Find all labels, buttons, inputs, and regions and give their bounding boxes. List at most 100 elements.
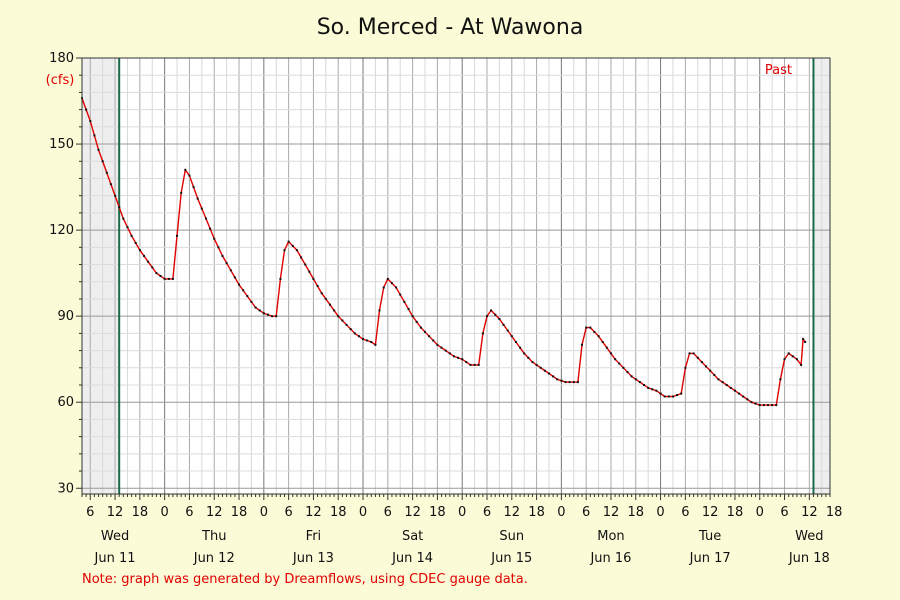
past-label: Past <box>765 63 792 78</box>
data-point <box>411 315 414 318</box>
data-point <box>424 330 426 333</box>
data-point <box>147 260 150 263</box>
x-tick-label: 0 <box>359 505 367 520</box>
data-point <box>283 249 286 252</box>
data-point <box>184 168 187 171</box>
data-point <box>506 329 509 332</box>
data-point <box>254 306 257 309</box>
data-point <box>403 300 406 303</box>
day-date-label: Jun 18 <box>788 551 830 566</box>
data-point <box>802 338 805 341</box>
data-point <box>543 369 546 372</box>
chart-title: So. Merced - At Wawona <box>317 15 584 40</box>
footnote: Note: graph was generated by Dreamflows,… <box>82 572 528 587</box>
data-point <box>597 335 600 338</box>
data-point <box>221 254 224 257</box>
data-point <box>593 330 596 333</box>
data-point <box>787 352 790 355</box>
data-point <box>647 386 650 389</box>
data-point <box>734 389 736 392</box>
data-point <box>684 366 687 369</box>
x-tick-label: 0 <box>458 505 466 520</box>
x-tick-label: 0 <box>260 505 268 520</box>
data-point <box>374 343 377 346</box>
data-point <box>758 404 761 407</box>
data-point <box>622 366 625 369</box>
data-point <box>188 174 191 177</box>
data-point <box>519 346 522 349</box>
x-tick-label: 18 <box>528 505 545 520</box>
data-point <box>738 392 741 395</box>
data-point <box>308 270 311 273</box>
data-point <box>114 194 117 197</box>
data-point <box>382 286 385 289</box>
data-point <box>176 234 178 237</box>
data-point <box>688 352 691 355</box>
y-unit-label: (cfs) <box>46 73 75 88</box>
data-point <box>762 404 765 407</box>
data-point <box>134 242 137 244</box>
data-point <box>155 272 158 275</box>
x-tick-label: 18 <box>727 505 744 520</box>
data-point <box>415 320 418 323</box>
day-date-label: Jun 12 <box>193 551 235 566</box>
data-point <box>514 341 517 343</box>
x-tick-label: 0 <box>756 505 764 520</box>
data-point <box>630 375 633 378</box>
data-point <box>329 303 331 306</box>
x-tick-label: 6 <box>681 505 689 520</box>
y-tick-label: 120 <box>49 223 74 238</box>
x-tick-label: 12 <box>206 505 223 520</box>
data-point <box>465 361 468 364</box>
data-point <box>680 392 683 395</box>
data-point <box>709 369 712 372</box>
data-point <box>742 395 745 398</box>
x-tick-labels: 6 12 18 0 6 12 18 0 6 12 18 0 6 12 18 0 6 12 18 0 6 12 18 0 6 12 1… <box>86 505 842 520</box>
day-name-label: Mon <box>597 529 624 544</box>
data-point <box>362 338 364 341</box>
data-point <box>659 392 662 395</box>
x-tick-label: 6 <box>185 505 193 520</box>
marker-lines <box>118 58 815 494</box>
x-tick-label: 12 <box>504 505 521 520</box>
data-point <box>320 292 323 295</box>
y-tick-label: 90 <box>57 309 74 324</box>
data-point <box>663 395 666 398</box>
data-point <box>316 285 319 287</box>
x-tick-label: 0 <box>557 505 565 520</box>
data-point <box>138 249 141 252</box>
data-point <box>279 277 282 280</box>
data-point <box>337 315 340 318</box>
data-point <box>572 381 575 384</box>
data-point <box>407 308 410 310</box>
data-point <box>477 363 480 366</box>
data-point <box>378 309 381 312</box>
data-point <box>473 363 476 366</box>
data-point <box>651 388 654 391</box>
data-point <box>126 226 129 229</box>
data-point <box>795 358 798 361</box>
x-tick-label: 18 <box>231 505 248 520</box>
data-point <box>262 312 265 315</box>
data-point <box>349 328 352 331</box>
x-tick-label: 6 <box>86 505 94 520</box>
x-tick-label: 6 <box>780 505 788 520</box>
data-point <box>428 335 431 338</box>
day-name-label: Wed <box>795 529 823 544</box>
data-point <box>291 244 294 247</box>
data-point <box>258 309 261 312</box>
data-point <box>229 269 232 272</box>
data-point <box>634 378 637 381</box>
data-point <box>105 171 108 174</box>
data-point <box>225 262 228 265</box>
data-point <box>713 374 716 376</box>
data-point <box>213 237 216 240</box>
y-tick-label: 30 <box>57 481 74 496</box>
data-point <box>324 297 327 300</box>
data-point <box>163 277 166 280</box>
data-point <box>469 363 472 366</box>
y-tick-label: 150 <box>49 137 74 152</box>
shaded-region-start <box>82 58 120 494</box>
data-point <box>721 381 724 384</box>
